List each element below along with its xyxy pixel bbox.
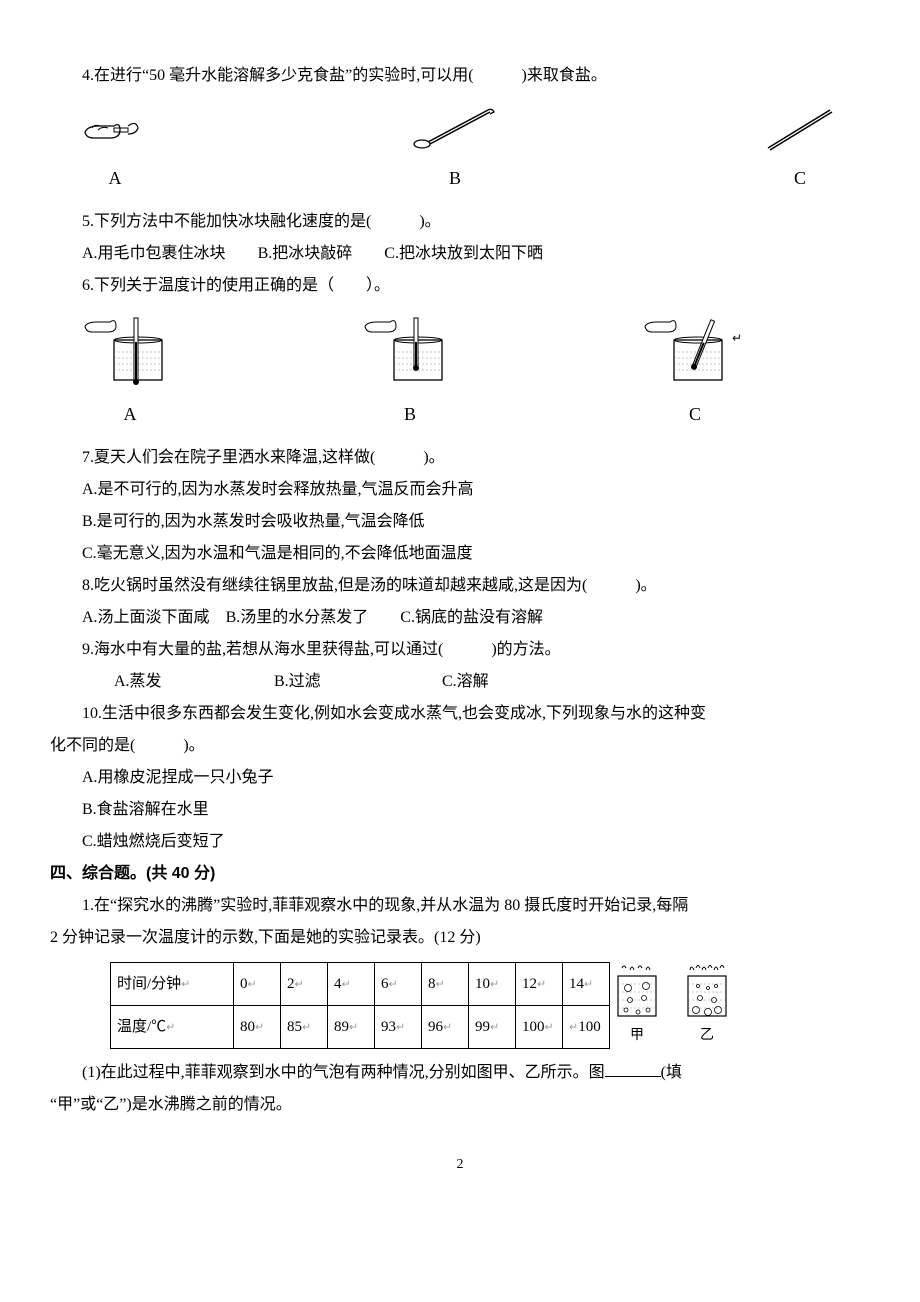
row1-val-1: 2↵ — [281, 963, 328, 1006]
q6-text: 6.下列关于温度计的使用正确的是（ ）。 — [50, 270, 870, 302]
fig-jia-caption: 甲 — [630, 1022, 644, 1050]
row2-val-1: 85↵ — [281, 1006, 328, 1049]
row1-val-0: 0↵ — [234, 963, 281, 1006]
fig-yi: 乙 — [680, 962, 734, 1050]
svg-text:↵: ↵ — [732, 331, 742, 345]
row1-val-3: 6↵ — [375, 963, 422, 1006]
q4-label-b: B — [449, 160, 461, 196]
q7-opt-c: C.毫无意义,因为水温和气温是相同的,不会降低地面温度 — [50, 538, 870, 570]
row2-val-4: 96↵ — [422, 1006, 469, 1049]
s4-q1-line2: 2 分钟记录一次温度计的示数,下面是她的实验记录表。(12 分) — [50, 922, 870, 954]
q8-text: 8.吃火锅时虽然没有继续往锅里放盐,但是汤的味道却越来越咸,这是因为( )。 — [50, 570, 870, 602]
q10-line1: 10.生活中很多东西都会发生变化,例如水会变成水蒸气,也会变成冰,下列现象与水的… — [50, 698, 870, 730]
table-and-figs-row: 时间/分钟↵ 0↵ 2↵ 4↵ 6↵ 8↵ 10↵ 12↵ 14↵ 温度/℃↵ … — [50, 954, 870, 1057]
q4-label-c: C — [794, 160, 806, 196]
q5-opt-c: C.把冰块放到太阳下晒 — [384, 245, 543, 262]
beaker-yi-icon — [680, 962, 734, 1022]
row2-val-7: ↵100 — [563, 1006, 610, 1049]
row2-val-2: 89↵ — [328, 1006, 375, 1049]
row2-header: 温度/℃↵ — [111, 1006, 234, 1049]
s4-q1-sub1-c: “甲”或“乙”)是水沸腾之前的情况。 — [50, 1089, 870, 1121]
q9-options: A.蒸发B.过滤C.溶解 — [50, 666, 870, 698]
q8-opt-a: A.汤上面淡下面咸 — [82, 609, 210, 626]
fig-yi-caption: 乙 — [700, 1022, 714, 1050]
q8-options: A.汤上面淡下面咸 B.汤里的水分蒸发了 C.锅底的盐没有溶解 — [50, 602, 870, 634]
q7-text: 7.夏天人们会在院子里洒水来降温,这样做( )。 — [50, 442, 870, 474]
experiment-table: 时间/分钟↵ 0↵ 2↵ 4↵ 6↵ 8↵ 10↵ 12↵ 14↵ 温度/℃↵ … — [110, 962, 610, 1049]
q9-opt-c: C.溶解 — [442, 673, 489, 690]
q5-options: A.用毛巾包裹住冰块 B.把冰块敲碎 C.把冰块放到太阳下晒 — [50, 238, 870, 270]
thermometer-beaker-a-icon — [80, 312, 180, 392]
q7-opt-a: A.是不可行的,因为水蒸发时会释放热量,气温反而会升高 — [50, 474, 870, 506]
blank-fill[interactable] — [605, 1076, 661, 1077]
q7-opt-b: B.是可行的,因为水蒸发时会吸收热量,气温会降低 — [50, 506, 870, 538]
row1-val-2: 4↵ — [328, 963, 375, 1006]
fig-jia: 甲 — [610, 962, 664, 1050]
q10-opt-b: B.食盐溶解在水里 — [50, 794, 870, 826]
q4-text: 4.在进行“50 毫升水能溶解多少克食盐”的实验时,可以用( )来取食盐。 — [50, 60, 870, 92]
s4-q1-sub1: (1)在此过程中,菲菲观察到水中的气泡有两种情况,分别如图甲、乙所示。图 (填 — [50, 1057, 870, 1089]
row1-val-7: 14↵ — [563, 963, 610, 1006]
q4-option-c: C — [760, 102, 840, 196]
row1-val-6: 12↵ — [516, 963, 563, 1006]
spoon-spatula-icon — [410, 102, 500, 156]
q6-label-b: B — [404, 396, 416, 432]
thermometer-beaker-b-icon — [360, 312, 460, 392]
q9-opt-b: B.过滤 — [242, 666, 442, 698]
s4-q1-line1: 1.在“探究水的沸腾”实验时,菲菲观察水中的现象,并从水温为 80 摄氏度时开始… — [50, 890, 870, 922]
q10-opt-a: A.用橡皮泥捏成一只小兔子 — [50, 762, 870, 794]
table-row: 时间/分钟↵ 0↵ 2↵ 4↵ 6↵ 8↵ 10↵ 12↵ 14↵ — [111, 963, 610, 1006]
q9-opt-a: A.蒸发 — [82, 666, 242, 698]
page-number: 2 — [50, 1151, 870, 1179]
q5-opt-b: B.把冰块敲碎 — [258, 245, 353, 262]
glass-rod-icon — [760, 102, 840, 156]
q10-line2: 化不同的是( )。 — [50, 730, 870, 762]
q5-text: 5.下列方法中不能加快冰块融化速度的是( )。 — [50, 206, 870, 238]
row2-val-5: 99↵ — [469, 1006, 516, 1049]
q4-label-a: A — [109, 160, 122, 196]
row1-header: 时间/分钟↵ — [111, 963, 234, 1006]
thermometer-beaker-c-icon: ↵ — [640, 312, 750, 392]
table-row: 温度/℃↵ 80↵ 85↵ 89↵ 93↵ 96↵ 99↵ 100↵ ↵100 — [111, 1006, 610, 1049]
row1-val-4: 8↵ — [422, 963, 469, 1006]
section4-title: 四、综合题。(共 40 分) — [50, 858, 870, 890]
q6-label-a: A — [124, 396, 137, 432]
q8-opt-b: B.汤里的水分蒸发了 — [226, 609, 369, 626]
q6-label-c: C — [689, 396, 701, 432]
q6-image-row: A B — [80, 312, 750, 432]
bubble-figures: 甲 乙 — [610, 962, 734, 1050]
s4-q1-sub1-b: (填 — [661, 1064, 682, 1081]
q10-opt-c: C.蜡烛燃烧后变短了 — [50, 826, 870, 858]
q6-option-a: A — [80, 312, 180, 432]
q6-option-b: B — [360, 312, 460, 432]
hand-dropper-icon — [80, 102, 150, 156]
q9-text: 9.海水中有大量的盐,若想从海水里获得盐,可以通过( )的方法。 — [50, 634, 870, 666]
q4-image-row: A B C — [80, 102, 840, 196]
s4-q1-sub1-a: (1)在此过程中,菲菲观察到水中的气泡有两种情况,分别如图甲、乙所示。图 — [82, 1064, 605, 1081]
row2-val-6: 100↵ — [516, 1006, 563, 1049]
row2-val-3: 93↵ — [375, 1006, 422, 1049]
q4-option-b: B — [410, 102, 500, 196]
beaker-jia-icon — [610, 962, 664, 1022]
q4-option-a: A — [80, 102, 150, 196]
row1-val-5: 10↵ — [469, 963, 516, 1006]
q8-opt-c: C.锅底的盐没有溶解 — [400, 609, 543, 626]
q6-option-c: ↵ C — [640, 312, 750, 432]
q5-opt-a: A.用毛巾包裹住冰块 — [82, 245, 226, 262]
row2-val-0: 80↵ — [234, 1006, 281, 1049]
